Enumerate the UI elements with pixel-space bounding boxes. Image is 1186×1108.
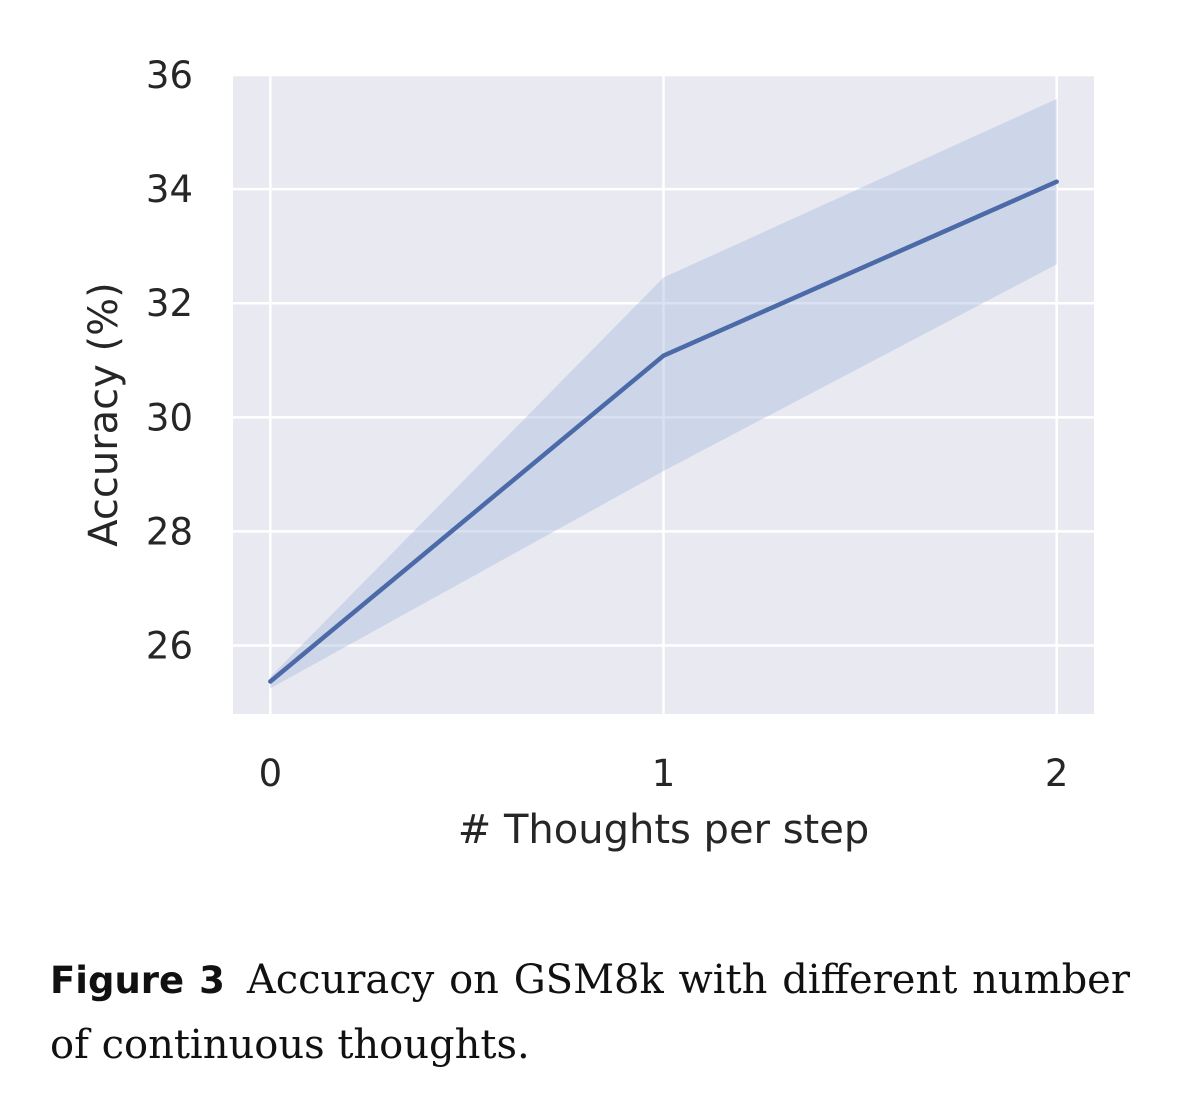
x-tick-label: 2 [1045,752,1069,795]
y-tick-label: 32 [146,282,193,325]
x-tick-label: 0 [259,752,283,795]
x-tick-label: 1 [652,752,676,795]
caption-text: Accuracy on GSM8k with different number … [50,957,1130,1068]
y-axis-label: Accuracy (%) [81,282,127,547]
y-tick-label: 36 [146,54,193,97]
y-tick-label: 28 [146,510,193,553]
y-tick-label: 30 [146,396,193,439]
x-axis-label: # Thoughts per step [458,807,870,853]
figure-label: Figure 3 [50,959,225,1002]
y-tick-label: 26 [146,625,193,668]
x-tick-labels: 0 1 2 [259,752,1069,795]
y-tick-label: 34 [146,168,193,211]
series-line [268,179,1059,684]
y-tick-labels: 26 28 30 32 34 36 [146,54,193,668]
figure-caption: Figure 3 Accuracy on GSM8k with different… [50,948,1130,1077]
chart: 0 1 2 26 28 30 32 34 36 # Thoughts per step Acc… [81,54,1094,853]
confidence-band [270,98,1057,689]
